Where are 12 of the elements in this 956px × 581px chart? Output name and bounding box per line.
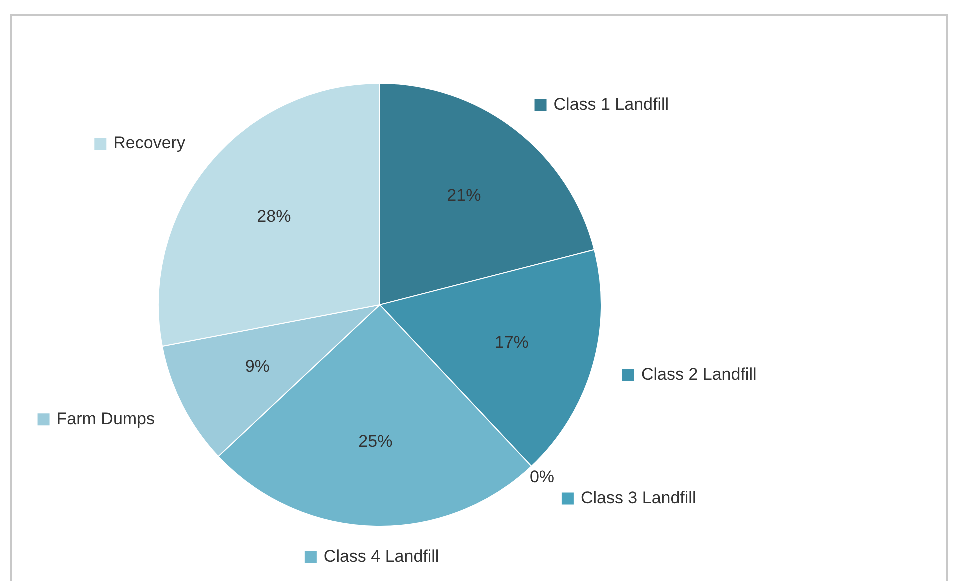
- legend-label: Farm Dumps: [56, 409, 156, 428]
- legend-label: Class 1 Landfill: [554, 95, 670, 114]
- data-label: 17%: [494, 333, 529, 352]
- data-label: 21%: [447, 186, 482, 206]
- legend-label: Recovery: [114, 134, 186, 153]
- data-label: 9%: [245, 357, 270, 376]
- legend-label: Class 4 Landfill: [324, 547, 440, 566]
- text: 0%: [530, 467, 555, 486]
- data-label: 28%: [257, 207, 292, 226]
- data-label: 25%: [358, 432, 393, 451]
- legend-label: Class 3 Landfill: [580, 488, 696, 508]
- legend-label: Class 2 Landfill: [641, 365, 757, 384]
